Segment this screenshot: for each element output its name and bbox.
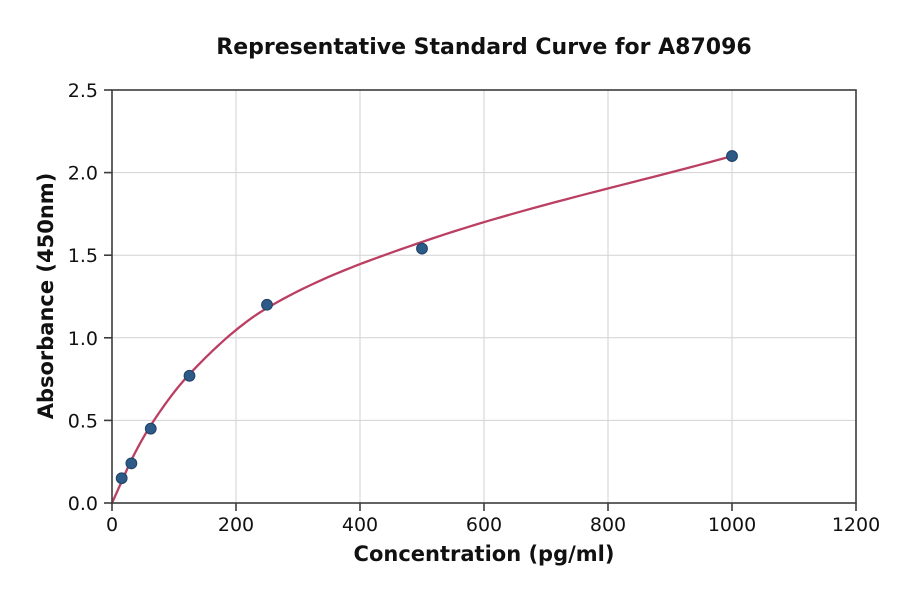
y-tick-label: 1.5 (68, 245, 98, 267)
x-tick-label: 1200 (832, 514, 880, 536)
data-point (183, 369, 196, 382)
x-tick-label: 400 (342, 514, 378, 536)
y-tick-label: 2.5 (68, 80, 98, 102)
x-tick-label: 600 (466, 514, 502, 536)
x-axis-title: Concentration (pg/ml) (353, 542, 615, 566)
x-tick-label: 200 (218, 514, 254, 536)
x-tick-label: 0 (106, 514, 118, 536)
y-axis-title: Absorbance (450nm) (34, 172, 58, 420)
fit-curve (110, 154, 734, 505)
data-point (125, 457, 138, 470)
y-tick-label: 0.0 (68, 493, 98, 515)
data-point (726, 150, 738, 162)
data-point (261, 298, 273, 311)
y-tick-label: 0.5 (68, 410, 98, 432)
x-tick-label: 800 (590, 514, 626, 536)
data-point (144, 422, 157, 435)
data-point (115, 472, 128, 485)
y-tick-label: 1.0 (68, 328, 98, 350)
chart-title: Representative Standard Curve for A87096 (216, 35, 752, 60)
data-point (416, 242, 428, 255)
y-tick-label: 2.0 (68, 163, 98, 185)
x-tick-label: 1000 (708, 514, 756, 536)
